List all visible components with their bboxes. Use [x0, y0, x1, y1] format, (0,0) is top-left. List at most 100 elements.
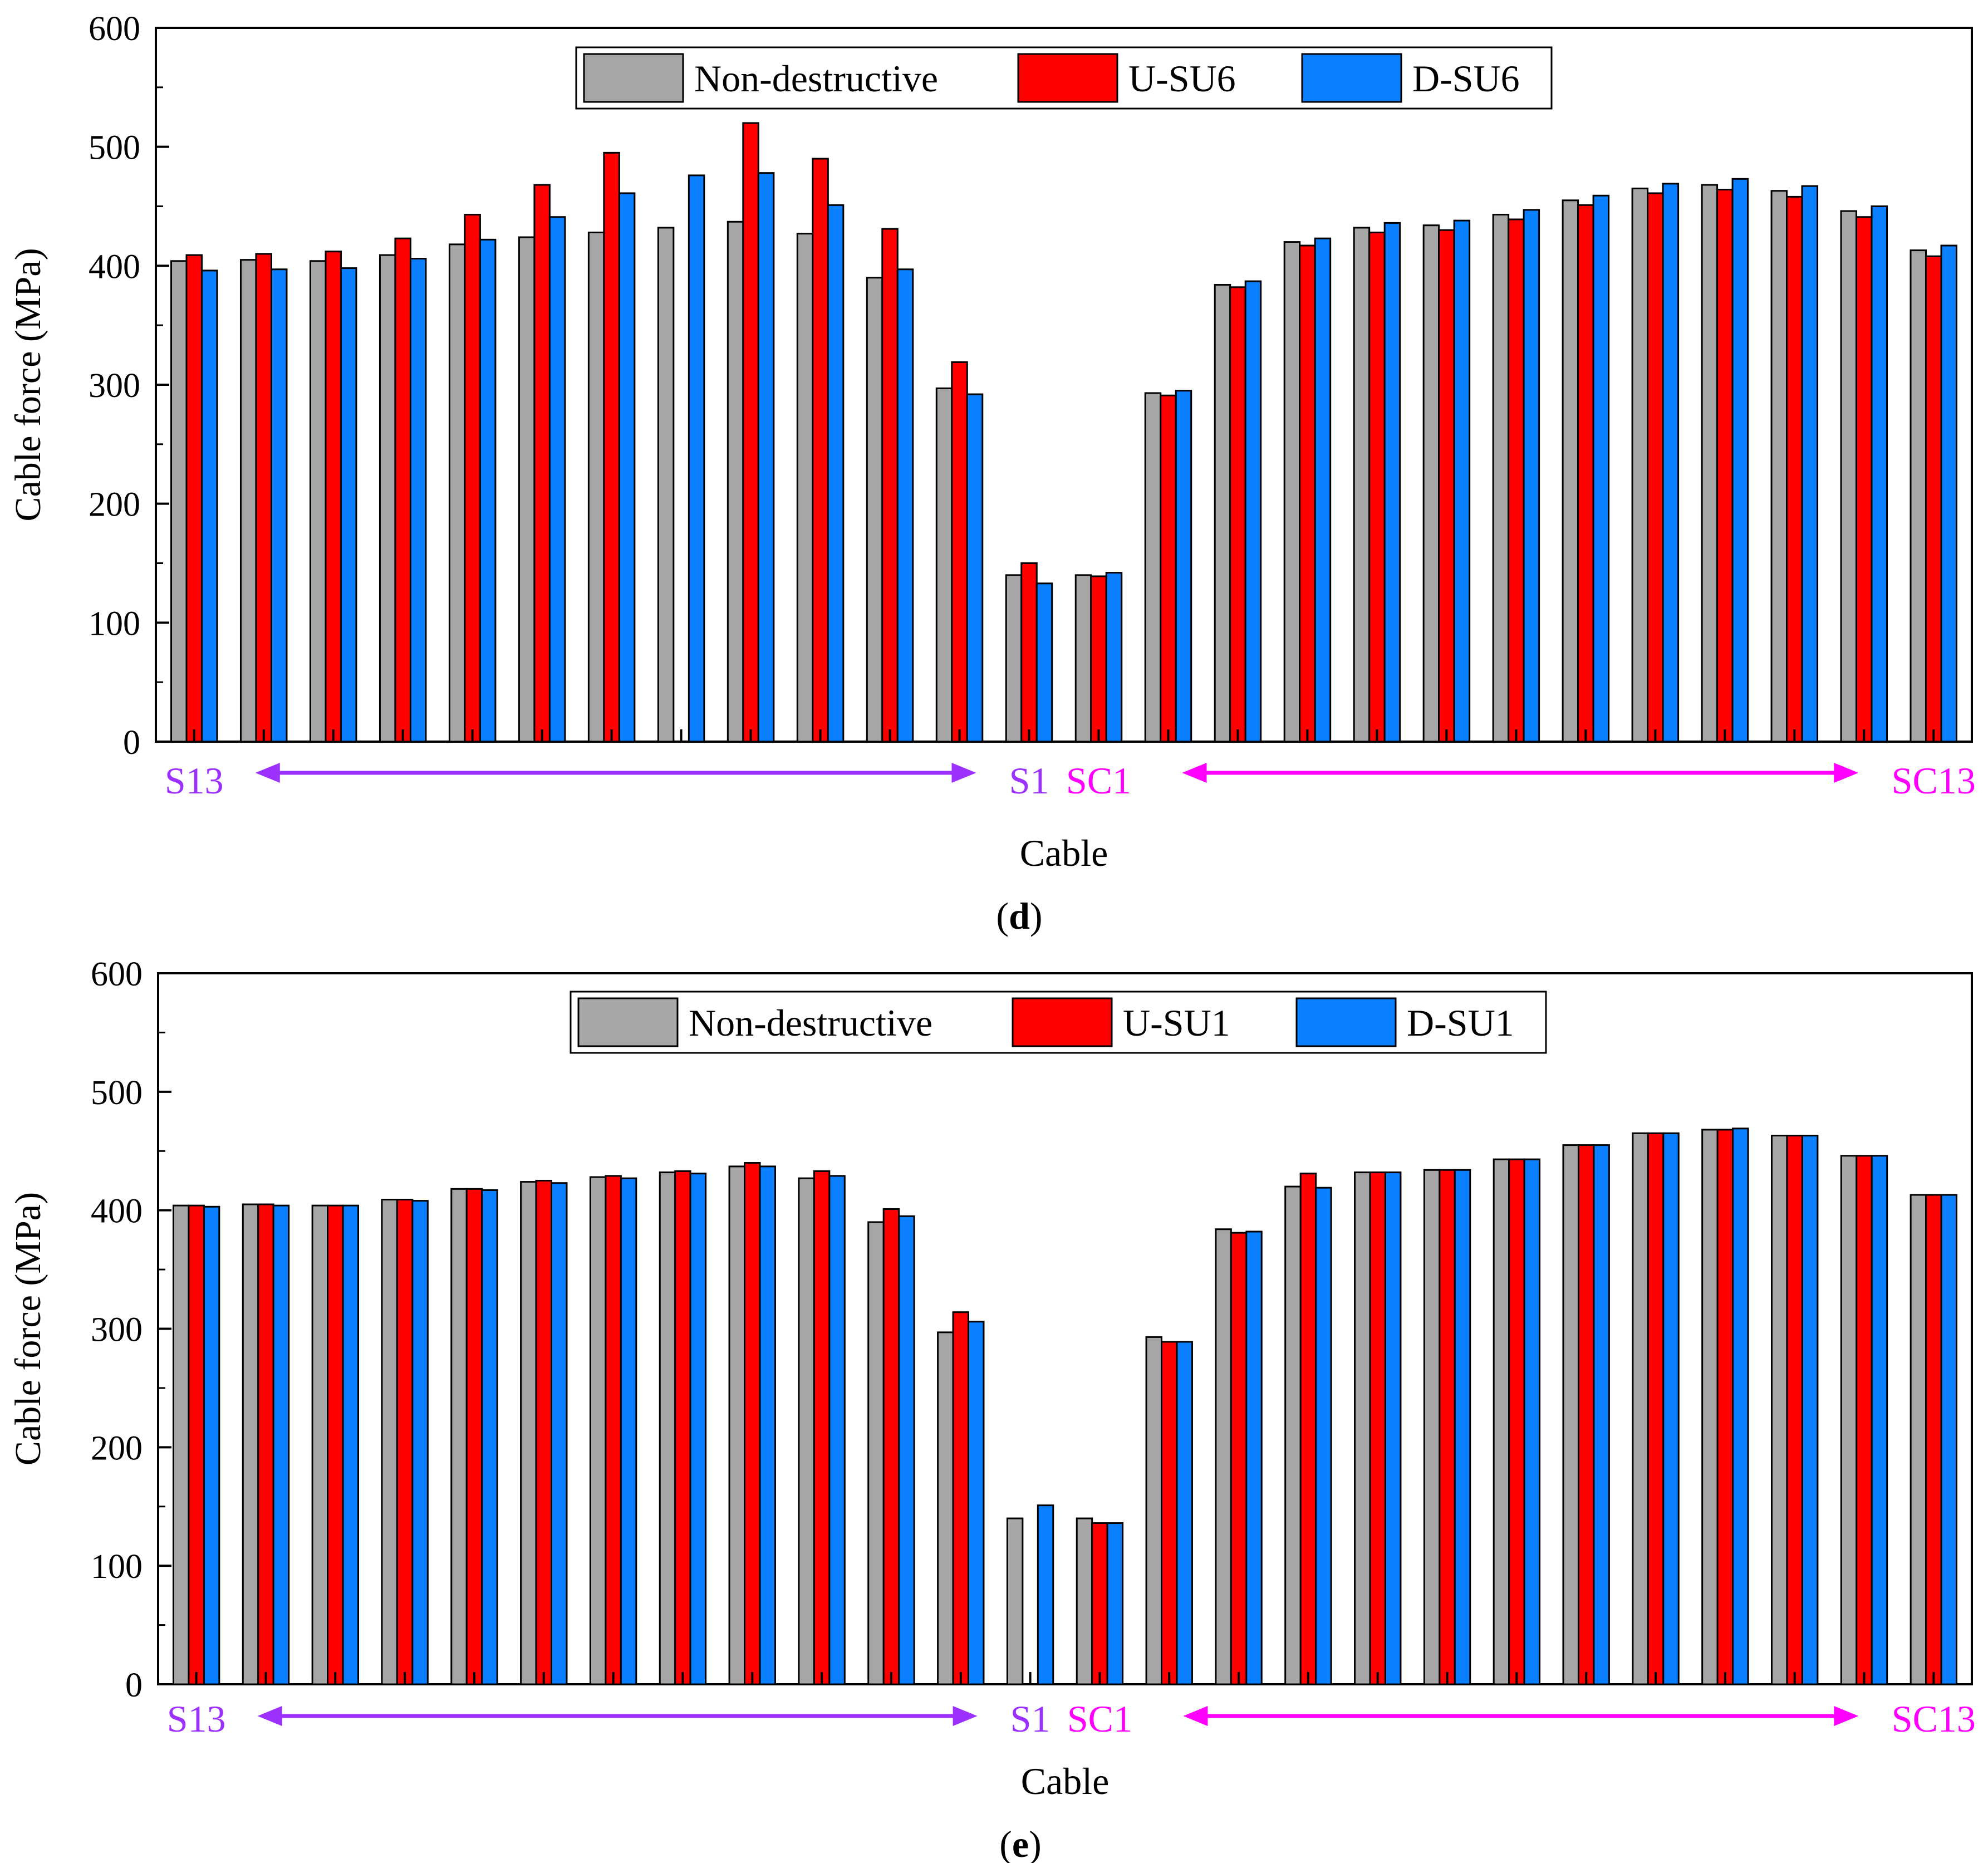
cable-label-left-end: S1 [1009, 759, 1049, 802]
bar-U-SU6-SC9 [1647, 192, 1664, 743]
bar-U-SU1-S5 [744, 1162, 761, 1685]
bar-U-SU6-S2 [951, 361, 968, 743]
bar-U-SU6-SC6 [1438, 229, 1455, 743]
bar-U-SU6-SC11 [1786, 195, 1803, 743]
bar-D-SU6-S1 [1035, 582, 1053, 743]
legend-label-D-SU6: D-SU6 [1412, 57, 1520, 100]
bar-D-SU1-S4 [828, 1175, 846, 1685]
bar-Non-destructive-S3 [866, 277, 883, 743]
bar-D-SU6-SC2 [1175, 390, 1192, 743]
bar-U-SU6-SC4 [1299, 244, 1316, 743]
bar-Non-destructive-S7 [589, 1176, 607, 1685]
bar-U-SU6-S8 [533, 184, 551, 743]
panel-label-open: ( [996, 895, 1009, 937]
bar-U-SU1-SC13 [1925, 1194, 1942, 1685]
y-tick-label: 400 [89, 248, 140, 286]
cable-label-right-start: SC1 [1067, 1698, 1132, 1740]
range-arrow-sc-head-left [1183, 1706, 1208, 1726]
bar-Non-destructive-SC11 [1770, 190, 1788, 743]
bar-Non-destructive-S6 [659, 1171, 676, 1685]
cable-label-left-start: S13 [167, 1698, 226, 1740]
cable-label-right-end: SC13 [1892, 759, 1976, 802]
bar-U-SU6-S11 [325, 251, 342, 743]
cable-label-right-end: SC13 [1892, 1698, 1976, 1740]
bar-D-SU6-SC5 [1383, 222, 1401, 743]
range-arrow-s [257, 1706, 978, 1726]
bar-D-SU1-SC11 [1801, 1135, 1819, 1685]
bar-U-SU6-SC13 [1925, 255, 1942, 743]
legend-label-U-SU6: U-SU6 [1128, 57, 1236, 100]
bar-Non-destructive-S9 [448, 243, 466, 743]
bar-D-SU1-S13 [203, 1205, 220, 1685]
bar-D-SU1-S7 [620, 1177, 637, 1685]
y-axis-label: Cable force (MPa) [8, 248, 48, 521]
plot-frame [157, 972, 1973, 1685]
bar-U-SU1-S2 [952, 1311, 969, 1685]
bar-U-SU1-SC9 [1647, 1132, 1665, 1685]
bar-U-SU1-SC3 [1230, 1232, 1248, 1685]
bar-Non-destructive-S8 [520, 1181, 537, 1685]
bar-U-SU1-S12 [257, 1203, 274, 1685]
bar-D-SU6-S9 [479, 238, 497, 743]
bar-D-SU1-SC12 [1871, 1155, 1888, 1685]
bar-Non-destructive-S3 [867, 1221, 885, 1685]
bar-D-SU1-S3 [898, 1215, 915, 1685]
bar-Non-destructive-SC4 [1284, 1185, 1302, 1685]
bar-Non-destructive-SC2 [1144, 392, 1162, 743]
x-axis-label: Cable [1021, 1760, 1110, 1802]
bar-Non-destructive-SC8 [1562, 199, 1579, 743]
bar-U-SU6-S9 [464, 213, 481, 743]
y-axis-label: Cable force (MPa) [8, 1192, 48, 1465]
bar-U-SU6-SC8 [1577, 204, 1594, 743]
bar-Non-destructive-S2 [935, 387, 953, 743]
bar-D-SU1-S5 [759, 1165, 776, 1685]
bar-Non-destructive-SC6 [1423, 1169, 1441, 1685]
legend-swatch-U-SU1 [1012, 997, 1113, 1047]
y-tick-label: 400 [91, 1193, 143, 1230]
legend-swatch-D-SU6 [1301, 53, 1402, 103]
bar-Non-destructive-S1 [1005, 574, 1023, 743]
bar-D-SU1-SC7 [1523, 1158, 1541, 1685]
panel-label-letter: d [1009, 895, 1030, 937]
bar-U-SU1-SC4 [1299, 1173, 1317, 1685]
bar-U-SU6-S13 [185, 254, 203, 743]
bar-U-SU1-SC1 [1091, 1522, 1108, 1685]
bar-D-SU6-SC4 [1314, 237, 1332, 743]
legend-swatch-Non-destructive [583, 53, 684, 103]
bar-D-SU1-SC4 [1315, 1187, 1332, 1685]
bar-D-SU1-SC9 [1662, 1132, 1680, 1685]
bar-Non-destructive-SC10 [1701, 1129, 1719, 1685]
y-tick-label: 100 [91, 1548, 143, 1586]
plot-frame [155, 27, 1973, 743]
bar-D-SU6-S10 [409, 258, 427, 743]
y-tick-label: 500 [89, 129, 140, 167]
range-arrow-s [255, 763, 976, 783]
y-tick-label: 0 [125, 1666, 143, 1704]
bar-U-SU1-S10 [396, 1199, 414, 1685]
panel-label: (e) [999, 1823, 1042, 1863]
bar-D-SU1-SC6 [1454, 1169, 1471, 1685]
panel-label-letter: e [1012, 1823, 1029, 1863]
legend-label-U-SU1: U-SU1 [1123, 1002, 1230, 1044]
range-arrow-s-head-left [255, 763, 280, 783]
bar-U-SU6-SC1 [1090, 575, 1107, 743]
bar-Non-destructive-SC5 [1354, 1171, 1371, 1685]
bar-Non-destructive-SC2 [1145, 1336, 1163, 1685]
y-tick-label: 300 [89, 367, 140, 405]
y-tick-label: 200 [91, 1429, 143, 1467]
bar-Non-destructive-SC8 [1562, 1144, 1579, 1685]
bar-D-SU6-S3 [896, 268, 914, 743]
bar-D-SU1-S2 [967, 1321, 985, 1685]
bar-Non-destructive-SC3 [1214, 284, 1231, 743]
bar-Non-destructive-SC12 [1840, 210, 1858, 743]
bar-Non-destructive-SC7 [1492, 213, 1510, 743]
chart-panel-d: 0 100 200 300 400 500 600 Cable force (MPa) Non-… [8, 10, 1976, 937]
bar-Non-destructive-S13 [170, 260, 188, 743]
panel-label-close: ) [1029, 1823, 1042, 1863]
range-arrow-s-head-right [951, 763, 976, 783]
bar-Non-destructive-S5 [728, 1165, 746, 1685]
bar-D-SU6-SC12 [1871, 205, 1888, 743]
bar-U-SU1-SC5 [1369, 1171, 1386, 1685]
bar-D-SU6-S8 [548, 216, 566, 743]
